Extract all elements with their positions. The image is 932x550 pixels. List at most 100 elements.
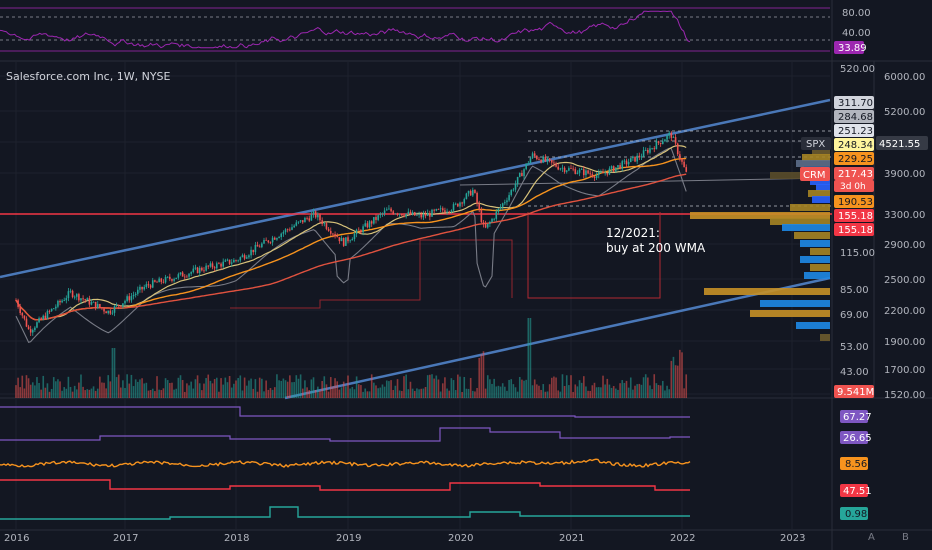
candle-body xyxy=(398,213,401,215)
volume-profile-bar xyxy=(816,184,830,191)
candle-body xyxy=(409,211,412,215)
volume-bar xyxy=(550,377,553,398)
volume-bar xyxy=(175,388,178,398)
volume-bar xyxy=(570,375,572,398)
volume-bar xyxy=(111,348,114,398)
candle-body xyxy=(183,276,186,278)
candle-body xyxy=(429,213,431,217)
volume-bar xyxy=(431,374,433,398)
candle-body xyxy=(88,298,91,305)
candle-body xyxy=(96,304,99,309)
volume-bar xyxy=(446,388,448,398)
price-tag-value: 284.68 xyxy=(838,112,873,123)
candle-body xyxy=(583,169,585,176)
candle-body xyxy=(370,221,373,224)
volume-bar xyxy=(183,391,186,398)
candle-body xyxy=(301,220,304,223)
volume-bar xyxy=(23,388,26,398)
volume-bar xyxy=(145,382,148,398)
candle-body xyxy=(666,135,668,140)
price-tag xyxy=(834,96,874,109)
candle-body xyxy=(132,294,135,297)
volume-bar xyxy=(360,385,362,398)
right-axis-label: 6000.00 xyxy=(884,72,925,83)
candle-body xyxy=(476,192,478,204)
time-tick-2021: 2021 xyxy=(559,533,584,544)
candle-body xyxy=(92,301,95,303)
volume-bar xyxy=(610,387,613,398)
volume-bar xyxy=(306,387,308,398)
time-tick-2017: 2017 xyxy=(113,533,138,544)
volume-bar xyxy=(263,391,265,398)
volume-bar xyxy=(46,383,49,398)
candle-body xyxy=(349,240,351,242)
volume-profile-bar xyxy=(820,334,830,341)
volume-bar xyxy=(420,388,423,398)
scale-button-b[interactable]: B xyxy=(902,532,909,543)
candle-body xyxy=(493,218,495,220)
candle-body xyxy=(107,310,110,314)
candle-body xyxy=(78,294,80,301)
time-tick-2019: 2019 xyxy=(336,533,361,544)
candle-body xyxy=(593,176,596,178)
volume-bar xyxy=(416,388,418,398)
candle-body xyxy=(205,265,207,271)
candle-body xyxy=(484,224,487,228)
candle-body xyxy=(299,220,302,222)
volume-bar xyxy=(312,377,315,398)
volume-bar xyxy=(583,376,585,398)
volume-bar xyxy=(27,378,30,398)
left-axis: 520.00 115.00 85.00 69.00 53.00 43.00 xyxy=(840,64,875,378)
volume-bar xyxy=(373,382,375,398)
candle-body xyxy=(636,155,638,162)
volume-bar xyxy=(651,389,653,398)
volume-bar xyxy=(589,390,592,398)
scale-button-a[interactable]: A xyxy=(868,532,875,543)
candle-body xyxy=(625,160,628,165)
candle-body xyxy=(342,238,345,246)
candle-body xyxy=(215,263,218,269)
candle-body xyxy=(201,267,203,271)
candle-body xyxy=(514,183,517,190)
candle-body xyxy=(469,190,472,196)
candle-body xyxy=(263,239,265,244)
volume-profile-bar xyxy=(812,196,830,203)
volume-bar xyxy=(619,383,621,398)
price-tags: 311.70 284.68 251.23 248.34 229.25 217.43 3d 0… xyxy=(834,96,874,236)
volume-bar xyxy=(73,385,76,398)
candle-body xyxy=(164,276,167,283)
candle-body xyxy=(355,229,358,235)
volume-bar xyxy=(117,374,120,398)
volume-bar xyxy=(299,374,302,398)
candle-body xyxy=(640,156,643,158)
volume-bar xyxy=(441,383,444,398)
volume-bar xyxy=(467,388,470,398)
volume-profile-bar xyxy=(812,148,830,155)
candle-body xyxy=(606,172,609,175)
volume-profile-bar xyxy=(794,232,830,239)
candle-body xyxy=(289,229,291,231)
volume-bar xyxy=(139,379,141,398)
volume-bar xyxy=(218,391,220,398)
volume-profile-bar xyxy=(760,300,830,307)
volume-bar xyxy=(621,380,624,398)
candle-body xyxy=(610,166,613,169)
volume-bar xyxy=(115,377,118,398)
spx-value: 4521.55 xyxy=(879,139,920,150)
volume-bar xyxy=(304,380,306,398)
price-tag-value: 155.18 xyxy=(838,211,873,222)
volume-profile-bar xyxy=(796,160,830,167)
candle-body xyxy=(61,300,63,303)
volume-bar xyxy=(151,388,154,398)
volume-bar xyxy=(385,380,388,398)
price-tag xyxy=(834,223,874,236)
indicator-5-value: 0.98 xyxy=(845,509,867,520)
candle-body xyxy=(467,190,470,194)
indicator-4-line xyxy=(0,479,690,491)
volume-bar xyxy=(323,376,326,398)
volume-bar xyxy=(75,389,78,398)
volume-bar xyxy=(19,387,21,398)
candle-body xyxy=(327,228,330,231)
volume-bar xyxy=(92,386,95,398)
